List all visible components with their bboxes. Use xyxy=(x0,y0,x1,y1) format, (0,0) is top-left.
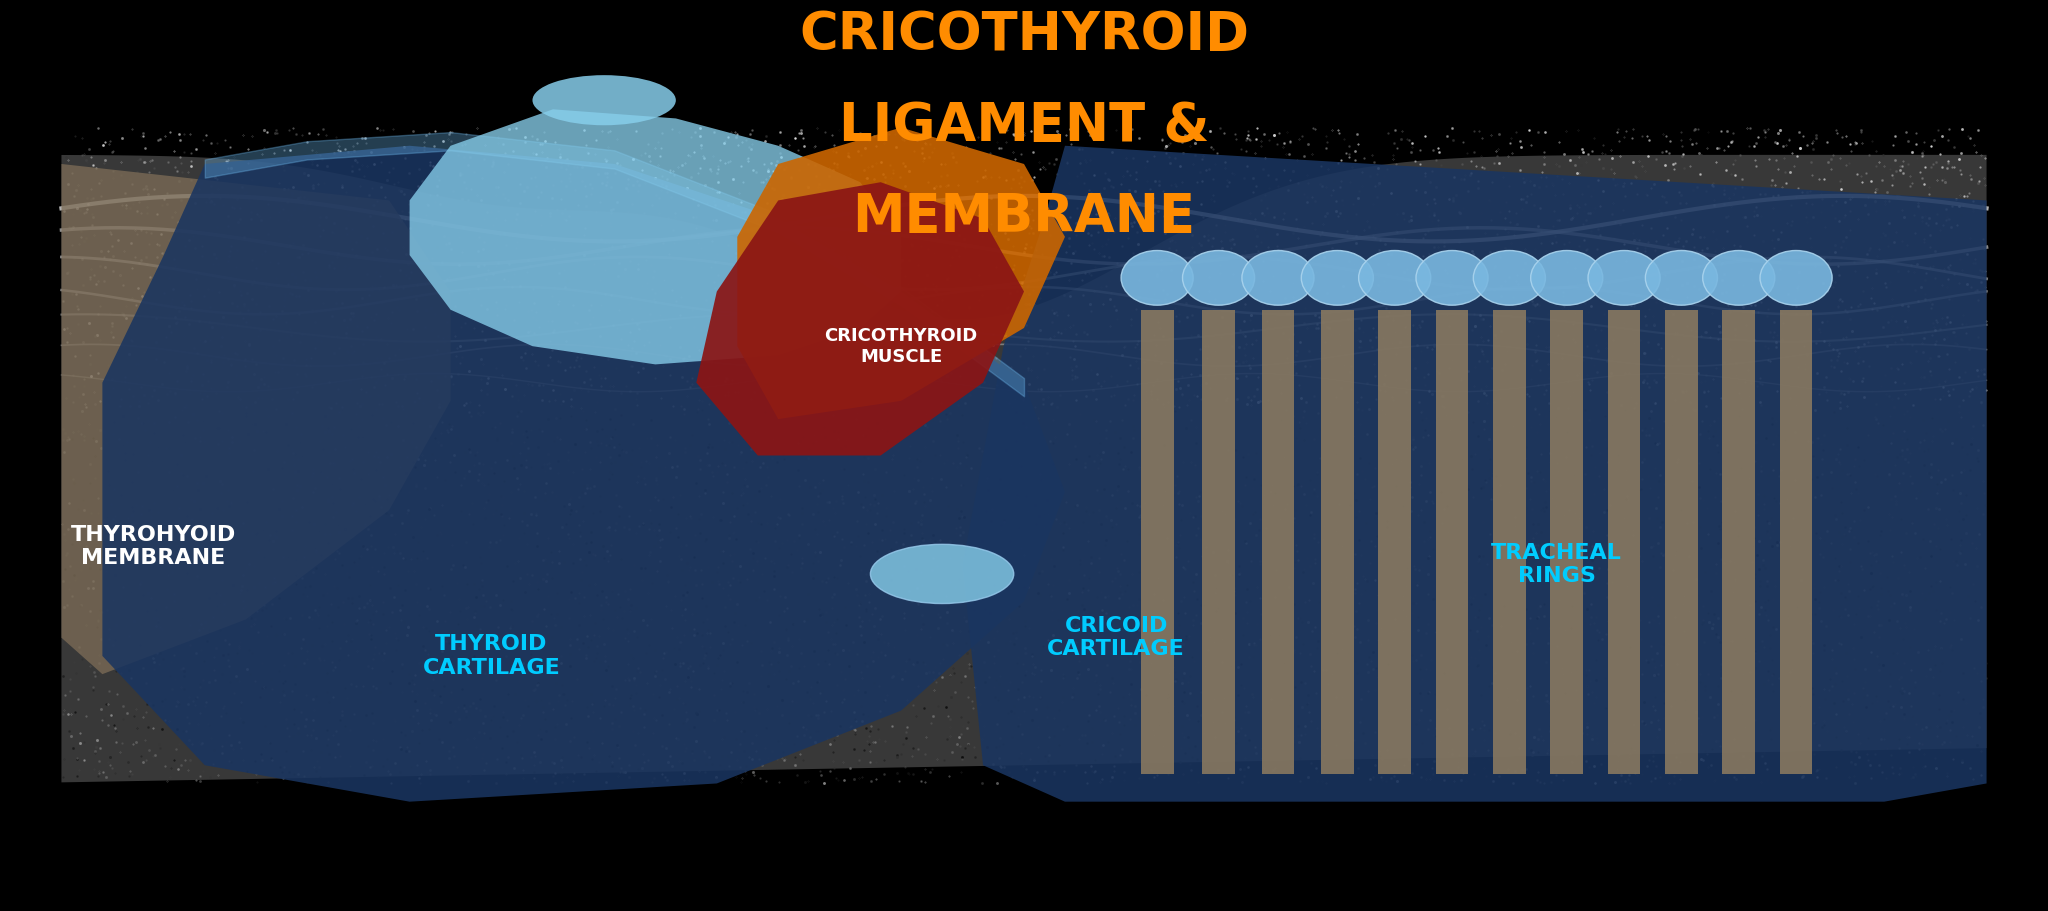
Ellipse shape xyxy=(1645,251,1718,305)
Polygon shape xyxy=(61,155,1987,783)
Text: CRICOTHYROID
MUSCLE: CRICOTHYROID MUSCLE xyxy=(825,327,977,365)
Polygon shape xyxy=(1436,310,1468,774)
Polygon shape xyxy=(1378,310,1411,774)
Polygon shape xyxy=(696,182,1024,456)
Polygon shape xyxy=(410,109,901,364)
Polygon shape xyxy=(1608,310,1640,774)
Polygon shape xyxy=(1493,310,1526,774)
Polygon shape xyxy=(1550,310,1583,774)
Polygon shape xyxy=(102,146,1065,802)
Ellipse shape xyxy=(1759,251,1833,305)
Text: MEMBRANE: MEMBRANE xyxy=(852,191,1196,243)
Ellipse shape xyxy=(1530,251,1604,305)
Polygon shape xyxy=(1665,310,1698,774)
Text: TRACHEAL
RINGS: TRACHEAL RINGS xyxy=(1491,543,1622,587)
Ellipse shape xyxy=(1241,251,1315,305)
Ellipse shape xyxy=(1182,251,1255,305)
Text: CRICOID
CARTILAGE: CRICOID CARTILAGE xyxy=(1047,616,1186,660)
Polygon shape xyxy=(1780,310,1812,774)
Ellipse shape xyxy=(870,544,1014,604)
Ellipse shape xyxy=(1358,251,1432,305)
Ellipse shape xyxy=(1702,251,1776,305)
Polygon shape xyxy=(1202,310,1235,774)
Ellipse shape xyxy=(1300,251,1374,305)
Polygon shape xyxy=(963,146,1987,802)
Ellipse shape xyxy=(1120,251,1194,305)
Ellipse shape xyxy=(1473,251,1546,305)
Ellipse shape xyxy=(1415,251,1489,305)
Polygon shape xyxy=(1141,310,1174,774)
Polygon shape xyxy=(61,164,451,674)
Polygon shape xyxy=(737,128,1065,419)
Polygon shape xyxy=(1262,310,1294,774)
Text: THYROHYOID
MEMBRANE: THYROHYOID MEMBRANE xyxy=(72,525,236,568)
Text: LIGAMENT &: LIGAMENT & xyxy=(840,100,1208,152)
Ellipse shape xyxy=(532,76,676,126)
Text: CRICOTHYROID: CRICOTHYROID xyxy=(799,9,1249,61)
Text: THYROID
CARTILAGE: THYROID CARTILAGE xyxy=(422,634,561,678)
Polygon shape xyxy=(1321,310,1354,774)
Ellipse shape xyxy=(1587,251,1661,305)
Polygon shape xyxy=(1722,310,1755,774)
